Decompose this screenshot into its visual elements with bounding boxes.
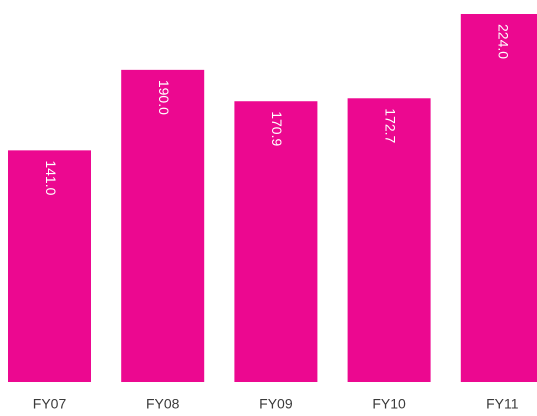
x-tick-label: FY08	[146, 396, 180, 412]
bar	[460, 14, 537, 382]
bar	[347, 98, 431, 383]
bar	[234, 101, 318, 382]
value-label: 172.7	[382, 108, 398, 143]
x-tick-label: FY10	[372, 396, 406, 412]
value-label: 224.0	[496, 24, 512, 59]
x-tick-label: FY11	[486, 396, 519, 412]
value-label: 141.0	[43, 160, 59, 195]
bar	[121, 69, 205, 382]
value-label: 190.0	[156, 80, 172, 115]
x-tick-label: FY07	[33, 396, 67, 412]
x-tick-label: FY09	[259, 396, 293, 412]
value-label: 170.9	[269, 111, 285, 146]
bar	[8, 150, 91, 382]
